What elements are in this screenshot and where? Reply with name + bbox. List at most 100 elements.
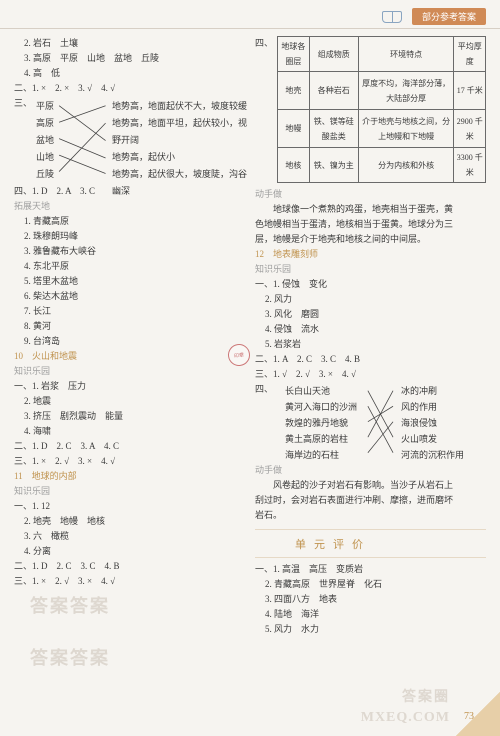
text-line: 二、1. D 2. C 3. A 4. C	[14, 439, 245, 454]
text-line: 2. 地壳 地幔 地核	[14, 514, 245, 529]
text-line: 4. 东北平原	[14, 259, 245, 274]
table-cell: 厚度不均，海洋部分薄，大陆部分厚	[358, 72, 454, 110]
text-line: 4. 高 低	[14, 66, 245, 81]
match-item: 地势高，起伏很大，坡度陡，沟谷幽深	[112, 166, 252, 200]
sub-heading: 拓展天地	[14, 199, 245, 214]
match-item: 长白山天池	[285, 383, 357, 399]
match-item: 风的作用	[401, 399, 464, 415]
text-line: 4. 陆地 海洋	[255, 607, 486, 622]
match-left-list: 长白山天池 黄河入海口的沙洲 敦煌的雅丹地貌 黄土高原的岩柱 海岸边的石柱	[285, 383, 357, 463]
text-line: 二、1. A 2. C 3. C 4. B	[255, 352, 486, 367]
text-line: 二、1. × 2. × 3. √ 4. √	[14, 81, 245, 96]
text-line: 7. 长江	[14, 304, 245, 319]
text-line: 4. 分离	[14, 544, 245, 559]
match-item: 地势高，地面平坦，起伏较小，视野开阔	[112, 115, 252, 149]
paragraph-line: 地球像一个煮熟的鸡蛋，地壳相当于蛋壳，黄	[255, 202, 486, 217]
text-line: 一、1. 岩浆 压力	[14, 379, 245, 394]
text-line: 3. 风化 磨圆	[255, 307, 486, 322]
content-columns: 2. 岩石 土壤 3. 高原 平原 山地 盆地 丘陵 4. 高 低 二、1. ×…	[14, 36, 486, 706]
table-cell: 3300 千米	[454, 148, 486, 183]
paragraph-line: 风卷起的沙子对岩石有影响。当沙子从岩石上	[255, 478, 486, 493]
table-cell: 17 千米	[454, 72, 486, 110]
text-line: 三、1. × 2. √ 3. × 4. √	[14, 454, 245, 469]
text-line: 3. 雅鲁藏布大峡谷	[14, 244, 245, 259]
match-item: 冰的冲刷	[401, 383, 464, 399]
match-item: 敦煌的雅丹地貌	[285, 415, 357, 431]
match-right-list: 地势高，地面起伏不大，坡度较缓 地势高，地面平坦，起伏较小，视野开阔 地势高，起…	[112, 98, 252, 200]
header-tag: 部分参考答案	[412, 8, 486, 25]
table-cell: 地壳	[278, 72, 310, 110]
text-line: 3. 高原 平原 山地 盆地 丘陵	[14, 51, 245, 66]
table-cell: 分为内核和外核	[358, 148, 454, 183]
match-item: 海岸边的石柱	[285, 447, 357, 463]
section-label: 四、	[255, 36, 273, 187]
text-line: 5. 风力 水力	[255, 622, 486, 637]
match-box: 平原 高原 盆地 山地 丘陵 地势高，地面起伏不大，坡度较缓 地势高，地面平坦，…	[32, 98, 245, 184]
text-line: 8. 黄河	[14, 319, 245, 334]
paragraph-line: 刮过时，会对岩石表面进行冲刷、摩擦，进而磨坏	[255, 493, 486, 508]
match-item: 黄河入海口的沙洲	[285, 399, 357, 415]
watermark: MXEQ.COM	[361, 710, 450, 726]
text-line: 二、1. D 2. C 3. C 4. B	[14, 559, 245, 574]
sub-heading: 动手做	[255, 187, 486, 202]
right-column: 四、 地球各圈层 组成物质 环境特点 平均厚度 地壳 各种岩石 厚度不均，海洋部…	[255, 36, 486, 706]
unit-heading: 12 地表雕刻师	[255, 247, 486, 262]
table-header: 平均厚度	[454, 37, 486, 72]
sub-heading: 知识乐园	[255, 262, 486, 277]
header: 部分参考答案	[382, 8, 486, 25]
text-line: 9. 台湾岛	[14, 334, 245, 349]
match-item: 海浪侵蚀	[401, 415, 464, 431]
table-cell: 各种岩石	[309, 72, 358, 110]
match-item: 黄土高原的岩柱	[285, 431, 357, 447]
text-line: 3. 挤压 剧烈震动 能量	[14, 409, 245, 424]
sub-heading: 知识乐园	[14, 364, 245, 379]
paragraph-line: 岩石。	[255, 508, 486, 523]
match-left-list: 平原 高原 盆地 山地 丘陵	[36, 98, 54, 183]
text-line: 1. 青藏高原	[14, 214, 245, 229]
geo-table: 地球各圈层 组成物质 环境特点 平均厚度 地壳 各种岩石 厚度不均，海洋部分薄，…	[277, 36, 486, 183]
paragraph-line: 色地幔相当于蛋清，地核相当于蛋黄。地球分为三	[255, 217, 486, 232]
text-line: 5. 岩浆岩	[255, 337, 486, 352]
paragraph-line: 层，地幔是介于地壳和地核之间的中间层。	[255, 232, 486, 247]
match-item: 丘陵	[36, 166, 54, 183]
match-item: 地势高，起伏小	[112, 149, 252, 166]
match-item: 高原	[36, 115, 54, 132]
text-line: 6. 柴达木盆地	[14, 289, 245, 304]
text-line: 一、1. 侵蚀 变化	[255, 277, 486, 292]
table-cell: 铁、镍为主	[309, 148, 358, 183]
table-cell: 2900 千米	[454, 110, 486, 148]
table-cell: 介于地壳与地核之间，分上地幔和下地幔	[358, 110, 454, 148]
table-header: 环境特点	[358, 37, 454, 72]
text-line: 2. 珠穆朗玛峰	[14, 229, 245, 244]
text-line: 2. 地震	[14, 394, 245, 409]
match-item: 山地	[36, 149, 54, 166]
book-icon	[382, 11, 402, 23]
table-row: 地幔 铁、镁等硅酸盐类 介于地壳与地核之间，分上地幔和下地幔 2900 千米	[278, 110, 486, 148]
match-item: 地势高，地面起伏不大，坡度较缓	[112, 98, 252, 115]
table-cell: 地核	[278, 148, 310, 183]
text-line: 2. 岩石 土壤	[14, 36, 245, 51]
unit-heading: 10 火山和地震	[14, 349, 245, 364]
table-header: 地球各圈层	[278, 37, 310, 72]
match-item: 火山喷发	[401, 431, 464, 447]
text-line: 5. 塔里木盆地	[14, 274, 245, 289]
table-header: 组成物质	[309, 37, 358, 72]
text-line: 一、1. 高温 高压 变质岩	[255, 562, 486, 577]
left-column: 2. 岩石 土壤 3. 高原 平原 山地 盆地 丘陵 4. 高 低 二、1. ×…	[14, 36, 245, 706]
section-label: 三、	[14, 96, 32, 184]
match-item: 平原	[36, 98, 54, 115]
match-right-list: 冰的冲刷 风的作用 海浪侵蚀 火山喷发 河流的沉积作用	[401, 383, 464, 463]
match-item: 盆地	[36, 132, 54, 149]
table-cell: 铁、镁等硅酸盐类	[309, 110, 358, 148]
text-line: 3. 六 橄榄	[14, 529, 245, 544]
page-corner-icon	[456, 692, 500, 736]
text-line: 2. 青藏高原 世界屋脊 化石	[255, 577, 486, 592]
text-line: 4. 侵蚀 流水	[255, 322, 486, 337]
text-line: 一、1. 12	[14, 499, 245, 514]
text-line: 4. 海啸	[14, 424, 245, 439]
match-item: 河流的沉积作用	[401, 447, 464, 463]
unit-heading: 11 地球的内部	[14, 469, 245, 484]
text-line: 2. 风力	[255, 292, 486, 307]
sub-heading: 动手做	[255, 463, 486, 478]
table-row: 地壳 各种岩石 厚度不均，海洋部分薄，大陆部分厚 17 千米	[278, 72, 486, 110]
